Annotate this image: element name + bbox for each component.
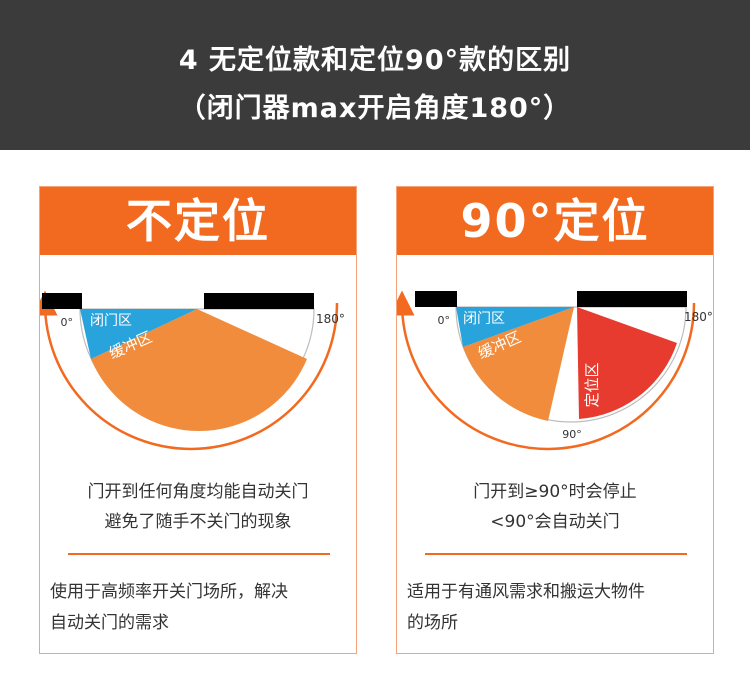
label-angle-start: 0° [438, 314, 451, 327]
use-line-2: 自动关门的需求 [50, 613, 169, 633]
header-title: 4 无定位款和定位90°款的区别 [178, 45, 572, 76]
wall-left [42, 293, 82, 309]
card-title: 90°定位 [397, 187, 713, 255]
closing-zone [456, 307, 574, 347]
buffer-zone [91, 309, 307, 431]
description-line-2: 避免了随手不关门的现象 [104, 512, 292, 532]
label-angle-mid: 90° [562, 428, 582, 441]
buffer-zone [463, 307, 574, 421]
door-angle-diagram: 0° 180° 90° 闭门区 缓冲区 定位区 [397, 290, 713, 451]
description-line-2: <90°会自动关门 [490, 512, 620, 532]
rotation-arc [40, 290, 339, 451]
label-angle-start: 0° [61, 316, 74, 329]
description-line-1: 门开到≥90°时会停止 [473, 482, 637, 502]
door-angle-diagram: 0° 180° 闭门区 缓冲区 [40, 290, 345, 451]
card-title: 不定位 [40, 187, 356, 255]
closing-zone [80, 309, 197, 359]
label-angle-end: 180° [684, 310, 713, 324]
header-subtitle: （闭门器max开启角度180°） [178, 93, 572, 124]
hold-zone [577, 307, 677, 419]
label-angle-end: 180° [316, 312, 345, 326]
card-no-hold: 不定位 0° 180° 闭门区 缓冲区 门开到任何角度均能自动关门 避免了随手不… [39, 186, 357, 654]
label-closing-zone: 闭门区 [463, 311, 505, 327]
use-line-2: 的场所 [407, 613, 458, 633]
label-hold-zone: 定位区 [583, 362, 601, 407]
wall-left [415, 291, 457, 307]
wall-right [204, 293, 314, 309]
divider [425, 553, 687, 555]
rotation-arc [397, 290, 696, 451]
description-line-1: 门开到任何角度均能自动关门 [87, 482, 309, 502]
use-line-1: 适用于有通风需求和搬运大物件 [407, 582, 645, 602]
use-line-1: 使用于高频率开关门场所，解决 [50, 582, 288, 602]
header-banner: 4 无定位款和定位90°款的区别 （闭门器max开启角度180°） [0, 0, 750, 150]
divider [68, 553, 330, 555]
wall-right [577, 291, 687, 307]
label-closing-zone: 闭门区 [90, 313, 132, 329]
card-90-hold: 90°定位 0° 180° 90° 闭门区 缓冲区 定位区 门开到≥90°时会停… [396, 186, 714, 654]
